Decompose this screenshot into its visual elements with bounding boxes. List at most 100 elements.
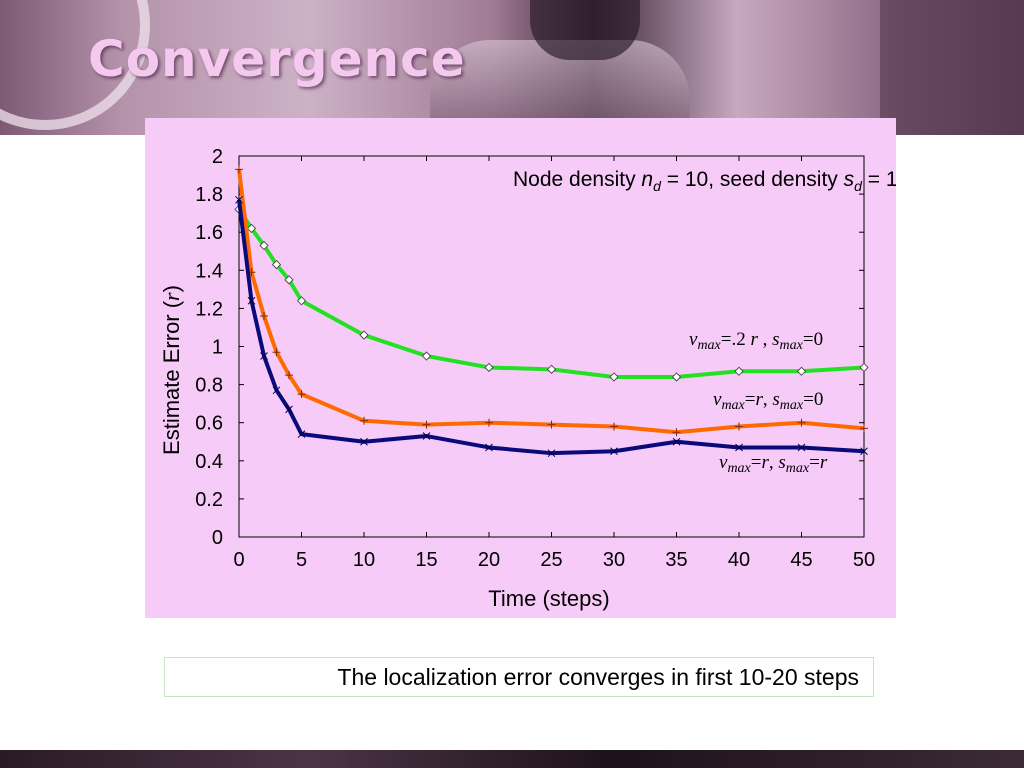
caption-text: The localization error converges in firs… <box>337 664 859 690</box>
series-1-point-5 <box>297 390 306 399</box>
series-label-green: vmax=.2 r , smax=0 <box>689 329 823 353</box>
x-tick-label-10: 50 <box>853 549 875 571</box>
x-tick-label-5: 25 <box>540 549 562 571</box>
series-0-point-10 <box>609 372 619 382</box>
annotation-sd: s <box>844 168 855 191</box>
series-2-point-6 <box>360 437 368 446</box>
series-1-point-2 <box>260 312 268 321</box>
y-axis-label-r: r <box>159 292 184 301</box>
series-label-navy-part-3: r <box>761 452 769 473</box>
annotation-nd-sub: d <box>653 178 662 194</box>
series-0 <box>234 204 869 382</box>
series-0-point-14 <box>859 362 869 373</box>
convergence-chart: 00.20.40.60.811.21.41.61.820 5 10 15 20 25 30 3… <box>159 146 896 611</box>
nut-graphic <box>530 0 640 60</box>
series-2-point-10 <box>610 447 618 456</box>
series-label-navy-r: r <box>820 452 828 473</box>
series-1 <box>235 165 868 437</box>
series-0-point-12 <box>734 366 744 376</box>
banner-shade <box>880 0 1024 135</box>
series-0-point-7 <box>421 351 432 361</box>
series-label-orange-eq: =0 <box>803 389 823 410</box>
series-2-point-1 <box>247 296 256 305</box>
series-1-point-3 <box>272 348 281 357</box>
annotation-sd-sub: d <box>854 178 863 194</box>
x-tick-label-1: 5 <box>296 549 307 571</box>
series-label-navy-part-4: , <box>769 452 779 473</box>
series-2-point-7 <box>422 432 431 440</box>
series-label-navy-part-0: v <box>719 452 728 473</box>
series-2 <box>235 195 868 458</box>
series-0-point-11 <box>671 372 682 382</box>
series-0-point-3 <box>271 259 282 270</box>
caption-box: The localization error converges in firs… <box>164 657 874 697</box>
x-tick-label-8: 40 <box>728 549 750 571</box>
y-tick-label-2: 0.4 <box>195 451 223 473</box>
y-tick-label-6: 1.2 <box>195 298 223 320</box>
series-label-green-part-1: max <box>697 338 721 353</box>
series-1-point-12 <box>735 422 743 431</box>
y-tick-label-4: 0.8 <box>195 375 223 397</box>
series-2-point-12 <box>735 443 743 452</box>
series-label-navy-part-1: max <box>727 461 751 476</box>
chart-annotation: Node density nd = 10, seed density sd = … <box>513 168 896 194</box>
series-0-point-6 <box>359 330 369 340</box>
series-label-orange-part-2: = <box>745 389 756 410</box>
series-2-point-9 <box>547 449 556 458</box>
y-tick-label-1: 0.2 <box>195 489 223 511</box>
y-tick-label-10: 2 <box>212 146 223 168</box>
x-tick-label-9: 45 <box>790 549 812 571</box>
series-2-point-5 <box>297 430 306 438</box>
series-0-point-13 <box>796 366 807 376</box>
y-axis-label: Estimate Error (r) <box>159 285 184 455</box>
y-tick-label-5: 1 <box>212 337 223 359</box>
series-2-line <box>237 199 865 456</box>
series-0-point-1 <box>246 223 257 234</box>
annotation-part-2: = 10, seed density <box>661 168 844 191</box>
x-tick-label-0: 0 <box>233 549 244 571</box>
series-1-point-8 <box>485 418 493 427</box>
series-1-point-9 <box>547 420 556 429</box>
series-0-point-5 <box>296 296 307 306</box>
annotation-part-1: Node density <box>513 168 641 191</box>
slide-title: Convergence <box>88 30 466 88</box>
series-label-orange: vmax=r, smax=0 <box>713 389 823 413</box>
series-label-navy-part-6: max <box>786 461 810 476</box>
series-0-point-8 <box>484 362 494 373</box>
series-0-point-2 <box>259 240 269 251</box>
y-tick-label-7: 1.4 <box>195 260 223 282</box>
series-label-orange-part-3: r <box>755 389 763 410</box>
series-1-point-14 <box>860 424 868 433</box>
series-0-line <box>237 208 865 379</box>
series-2-point-11 <box>672 437 681 446</box>
footer-band <box>0 750 1024 768</box>
series-1-point-4 <box>285 371 293 380</box>
annotation-part-3: = 1 <box>862 168 896 191</box>
series-label-green-part-5: s <box>772 329 779 350</box>
series-1-point-11 <box>672 428 681 437</box>
series-label-green-part-3: r <box>750 329 758 350</box>
chart-axes: 00.20.40.60.811.21.41.61.820 5 10 15 20 25 30 3… <box>195 146 875 571</box>
series-1-point-7 <box>422 420 431 429</box>
y-axis-label-close: ) <box>159 285 184 292</box>
series-2-point-13 <box>797 443 806 452</box>
x-tick-label-3: 15 <box>415 549 437 571</box>
series-2-point-14 <box>860 447 868 456</box>
series-2-point-0 <box>235 195 243 204</box>
series-label-orange-part-1: max <box>721 398 745 413</box>
series-2-point-4 <box>285 405 293 414</box>
series-1-point-10 <box>610 422 618 431</box>
series-2-point-3 <box>272 386 281 395</box>
series-0-point-9 <box>546 364 557 374</box>
series-1-point-0 <box>235 165 243 174</box>
x-tick-label-6: 30 <box>603 549 625 571</box>
series-label-orange-part-6: max <box>780 398 804 413</box>
series-label-orange-part-4: , <box>763 389 773 410</box>
x-tick-label-2: 10 <box>353 549 375 571</box>
y-axis-label-group: Estimate Error (r) <box>159 285 184 455</box>
series-label-navy-part-5: s <box>778 452 785 473</box>
series-label-green-part-2: =.2 <box>721 329 751 350</box>
y-tick-label-9: 1.8 <box>195 184 223 206</box>
series-label-green-part-4: , <box>758 329 772 350</box>
